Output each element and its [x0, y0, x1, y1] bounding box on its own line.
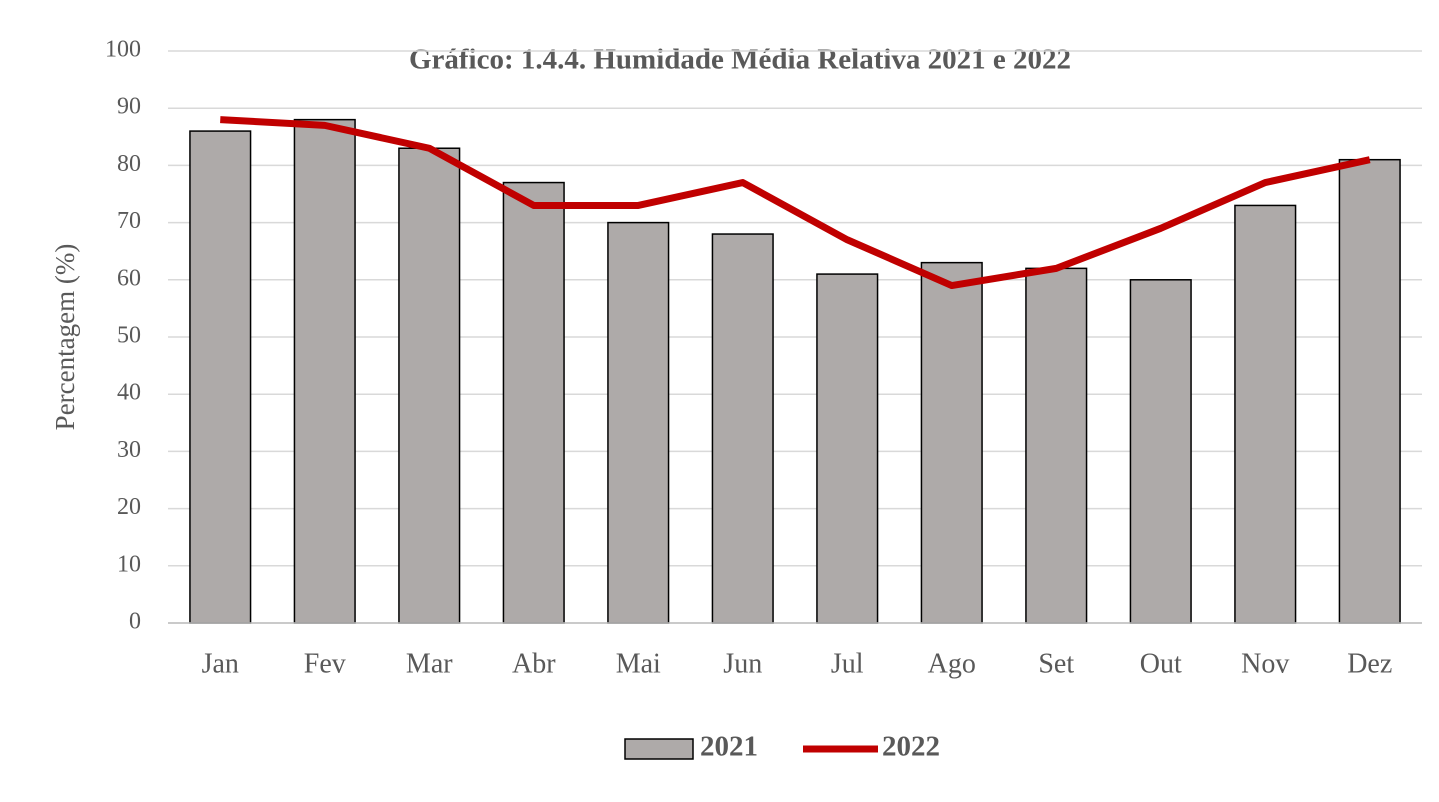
bar [502, 181, 565, 624]
y-tick-label: 20 [117, 494, 141, 520]
x-tick-label: Jun [723, 648, 762, 679]
x-tick-label: Ago [928, 648, 976, 679]
x-tick-label: Jan [202, 648, 239, 679]
y-tick-label: 40 [117, 380, 141, 406]
bar [293, 118, 356, 624]
y-tick-label: 0 [129, 609, 141, 635]
bar [920, 261, 983, 624]
x-tick-label: Mar [406, 648, 453, 679]
y-tick-label: 70 [117, 208, 141, 234]
bar [711, 233, 774, 624]
x-tick-label: Fev [304, 648, 346, 679]
line [220, 116, 1371, 290]
x-tick-label: Dez [1347, 648, 1392, 679]
y-tick-label: 90 [117, 94, 141, 120]
x-tick-label: Out [1140, 648, 1182, 679]
legend-label: 2022 [882, 731, 940, 763]
legend-swatch [624, 738, 694, 760]
bar [1234, 204, 1297, 624]
legend-label: 2021 [700, 731, 758, 763]
bar [189, 130, 252, 624]
bar [1025, 267, 1088, 624]
y-tick-label: 80 [117, 151, 141, 177]
y-tick-label: 50 [117, 323, 141, 349]
x-tick-label: Mai [616, 648, 661, 679]
bar [398, 147, 461, 624]
bar [1338, 158, 1401, 624]
x-tick-label: Nov [1241, 648, 1289, 679]
x-tick-label: Set [1038, 648, 1074, 679]
y-tick-label: 10 [117, 551, 141, 577]
y-axis-label: Percentagem (%) [50, 244, 80, 431]
x-tick-label: Jul [831, 648, 864, 679]
y-tick-label: 60 [117, 265, 141, 291]
chart-title: Gráfico: 1.4.4. Humidade Média Relativa … [409, 44, 1071, 76]
x-tick-label: Abr [512, 648, 556, 679]
y-tick-label: 100 [105, 37, 141, 63]
bar [1129, 279, 1192, 624]
y-tick-label: 30 [117, 437, 141, 463]
bar [816, 273, 879, 624]
bar [607, 221, 670, 624]
